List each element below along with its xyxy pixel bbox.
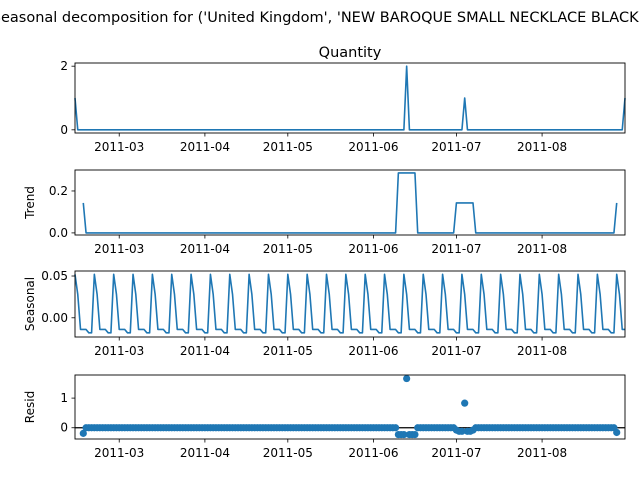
resid-point (458, 427, 466, 435)
axes-frame (74, 270, 626, 338)
x-tick-label: 2011-07 (431, 446, 481, 460)
axes-frame (74, 374, 626, 440)
x-tick-label: 2011-04 (180, 242, 230, 256)
panel-seasonal: Seasonal 0.00 0.05 2011-03 2011-04 2011-05 201… (23, 269, 626, 358)
figure-suptitle: Seasonal decomposition for ('United King… (0, 10, 640, 26)
x-tick-label: 2011-07 (431, 140, 481, 154)
x-tick-label: 2011-08 (517, 140, 567, 154)
resid-point (79, 429, 87, 437)
y-tick-label: 2 (60, 59, 68, 73)
panels-group: Quantity 0 2 2011-03 2011-04 2011-05 2011-06 20… (23, 45, 626, 460)
x-tick-label: 2011-04 (180, 140, 230, 154)
y-tick-label: 0 (60, 421, 68, 435)
series-line-0 (74, 65, 626, 131)
y-tick-label: 0.00 (41, 311, 68, 325)
x-tick-label: 2011-08 (517, 242, 567, 256)
x-tick-label: 2011-08 (517, 446, 567, 460)
y-axis-label: Seasonal (23, 277, 37, 331)
resid-point (403, 374, 411, 383)
resid-point (613, 428, 621, 437)
x-tick-label: 2011-06 (348, 140, 398, 154)
x-tick-label: 2011-06 (348, 344, 398, 358)
x-tick-label: 2011-06 (348, 242, 398, 256)
resid-point (461, 399, 469, 407)
x-tick-label: 2011-05 (263, 140, 313, 154)
y-tick-label: 0.05 (41, 269, 68, 283)
y-axis-label: Trend (23, 186, 37, 220)
resid-point (411, 430, 419, 439)
x-tick-label: 2011-04 (180, 446, 230, 460)
seasonal-line (74, 273, 625, 334)
x-tick-label: 2011-04 (180, 344, 230, 358)
x-tick-label: 2011-03 (94, 242, 144, 256)
axes-frame (74, 62, 626, 134)
x-tick-label: 2011-03 (94, 344, 144, 358)
x-tick-label: 2011-03 (94, 140, 144, 154)
panel-observed: Quantity 0 2 2011-03 2011-04 2011-05 2011-06 20… (60, 45, 626, 154)
x-tick-label: 2011-03 (94, 446, 144, 460)
x-tick-label: 2011-08 (517, 344, 567, 358)
resid-point (392, 424, 400, 432)
x-tick-label: 2011-05 (263, 446, 313, 460)
axes-frame (74, 169, 626, 236)
panel-trend: Trend 0.0 0.2 2011-03 2011-04 2011-05 2011-06 2… (23, 169, 626, 256)
y-tick-label: 0.0 (49, 226, 68, 240)
series-line-0 (82, 172, 618, 234)
x-tick-label: 2011-07 (431, 242, 481, 256)
resid-point (400, 430, 408, 439)
x-tick-label: 2011-06 (348, 446, 398, 460)
y-tick-label: 0 (60, 123, 68, 137)
x-tick-label: 2011-05 (263, 242, 313, 256)
x-tick-label: 2011-07 (431, 344, 481, 358)
y-tick-label: 1 (60, 391, 68, 405)
y-axis-label: Resid (23, 391, 37, 423)
panel-resid: Resid 0 1 2011-03 2011-04 2011-05 2011-06 2011-… (23, 374, 626, 460)
y-tick-label: 0.2 (49, 184, 68, 198)
x-tick-label: 2011-05 (263, 344, 313, 358)
panel-title: Quantity (319, 45, 382, 61)
